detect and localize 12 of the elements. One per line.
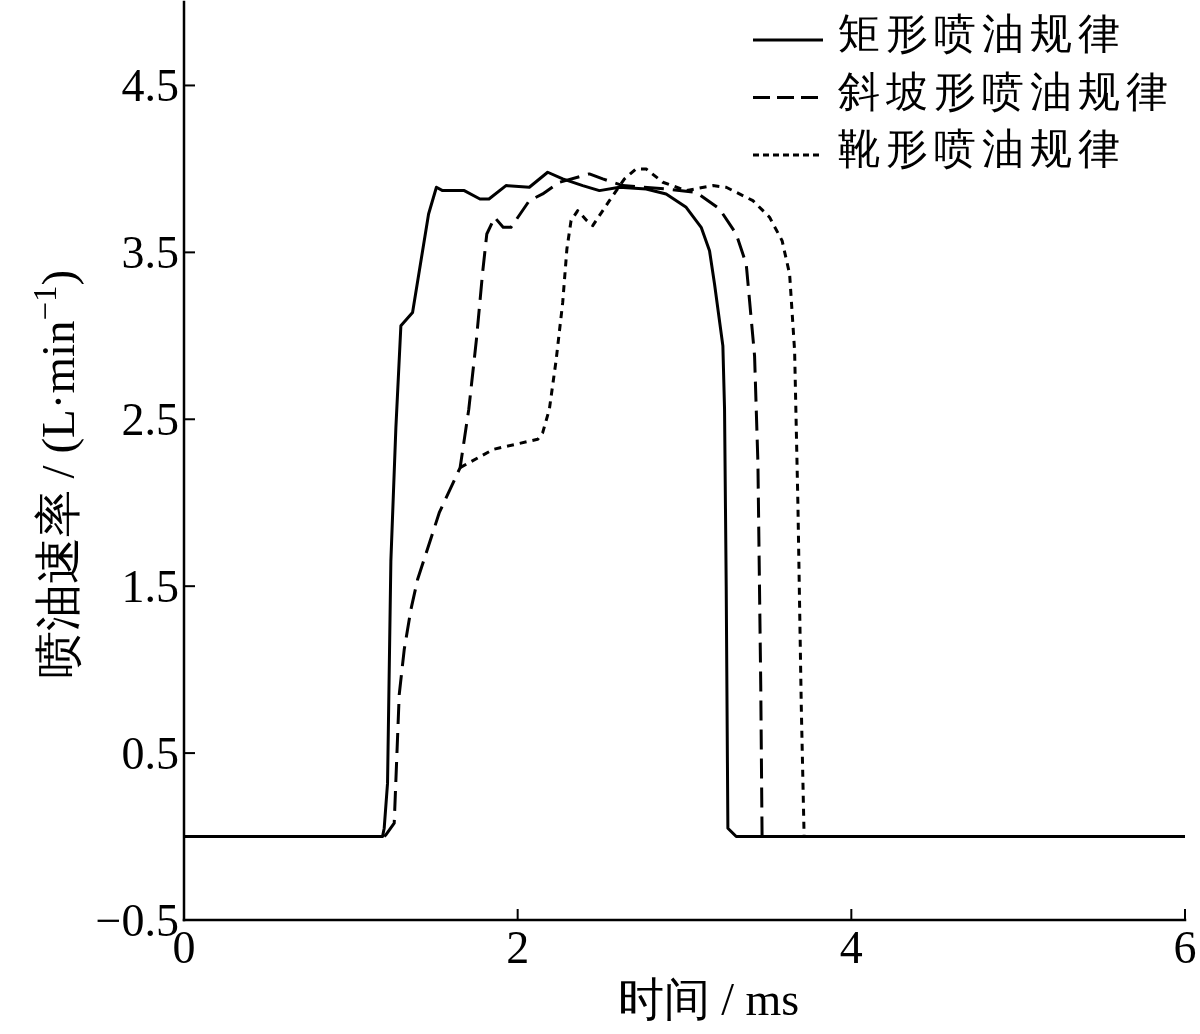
y-tick-label: 3.5 — [121, 227, 179, 279]
y-tick-label: 2.5 — [121, 394, 179, 446]
legend-label: 矩形喷油规律 — [838, 11, 1126, 57]
y-tick-label: 4.5 — [121, 60, 179, 112]
legend-label: 靴形喷油规律 — [838, 126, 1126, 172]
x-tick-label: 2 — [506, 922, 530, 973]
legend-label: 斜坡形喷油规律 — [838, 68, 1174, 115]
y-tick-label: 1.5 — [121, 561, 179, 613]
y-tick-label: 0.5 — [121, 728, 179, 780]
x-axis-title: 时间 / ms — [617, 974, 800, 1025]
x-tick-label: 6 — [1173, 922, 1197, 973]
x-tick-label: 4 — [839, 922, 863, 973]
